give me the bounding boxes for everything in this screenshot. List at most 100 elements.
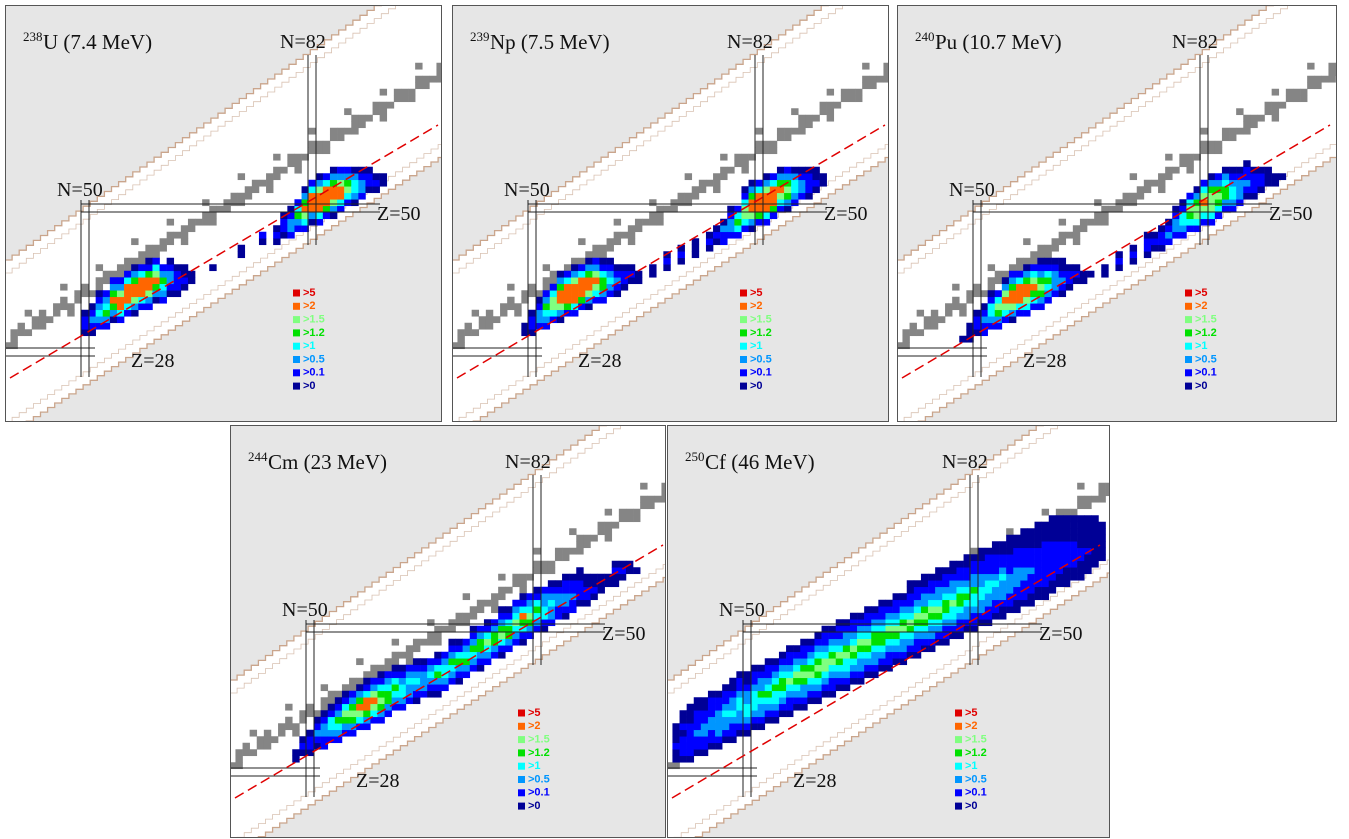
yield-cell xyxy=(814,697,822,705)
yield-cell xyxy=(693,716,702,724)
yield-cell xyxy=(987,290,996,298)
yield-cell xyxy=(999,547,1007,555)
panel: 240 Pu (10.7 MeV) N=82N=50Z=50Z=28>5>2>1.5… xyxy=(897,5,1337,422)
yield-cell xyxy=(828,664,837,672)
yield-cell xyxy=(547,612,556,620)
yield-cell xyxy=(1172,231,1180,239)
yield-cell xyxy=(991,612,1000,620)
yield-cell xyxy=(793,677,801,685)
yield-cell xyxy=(1207,218,1216,226)
yield-cell xyxy=(1179,225,1187,233)
yield-cell xyxy=(1041,560,1050,568)
panel-mass: 239 xyxy=(470,29,490,44)
yield-cell xyxy=(679,710,687,718)
yield-cell xyxy=(287,212,295,220)
yield-cell xyxy=(131,303,139,311)
legend-label: >5 xyxy=(303,287,316,299)
yield-cell xyxy=(793,690,801,698)
yield-cell xyxy=(1271,173,1280,181)
yield-cell xyxy=(1271,179,1280,187)
yield-cell xyxy=(606,277,614,285)
stable-nucleus xyxy=(393,95,402,103)
yield-cell xyxy=(554,580,563,588)
legend-swatch xyxy=(1185,342,1192,350)
yield-cell xyxy=(784,186,792,194)
yield-cell xyxy=(1200,179,1209,187)
yield-cell xyxy=(748,218,756,226)
yield-cell xyxy=(970,580,979,588)
yield-cell xyxy=(109,309,118,317)
yield-cell xyxy=(563,270,572,278)
yield-cell xyxy=(124,296,132,304)
yield-cell xyxy=(715,703,723,711)
yield-cell xyxy=(571,264,579,272)
yield-cell xyxy=(173,277,182,285)
yield-cell xyxy=(1058,283,1067,291)
yield-cell xyxy=(798,179,806,187)
yield-cell xyxy=(956,580,964,588)
yield-cell xyxy=(571,303,579,311)
yield-cell xyxy=(576,567,584,575)
yield-cell xyxy=(1051,270,1059,278)
yield-cell xyxy=(906,645,915,653)
stable-nucleus xyxy=(507,283,515,291)
yield-cell xyxy=(606,290,614,298)
yield-cell xyxy=(771,690,780,698)
yield-cell xyxy=(611,560,620,568)
stable-nucleus xyxy=(420,638,428,646)
yield-cell xyxy=(748,199,756,207)
legend-label: >1 xyxy=(528,760,541,772)
legend-label: >0.1 xyxy=(1195,367,1217,379)
yield-cell xyxy=(892,593,900,601)
yield-cell xyxy=(491,645,499,653)
yield-cell xyxy=(1129,257,1138,265)
yield-cell xyxy=(892,612,900,620)
legend-swatch xyxy=(518,736,525,744)
yield-cell xyxy=(469,632,478,640)
stable-nucleus xyxy=(578,257,586,265)
stable-nucleus xyxy=(363,671,371,679)
panel: 238 U (7.4 MeV) N=82N=50Z=50Z=28>5>2>1.5>1… xyxy=(5,5,442,422)
yield-cell xyxy=(363,703,371,711)
yield-cell xyxy=(1027,567,1035,575)
yield-cell xyxy=(287,231,295,239)
yield-cell xyxy=(741,199,749,207)
yield-cell xyxy=(349,716,357,724)
yield-cell xyxy=(372,173,380,181)
yield-cell xyxy=(1008,283,1017,291)
yield-cell xyxy=(341,716,350,724)
yield-cell xyxy=(1034,541,1042,549)
yield-cell xyxy=(949,560,957,568)
stable-nucleus xyxy=(138,251,146,259)
stable-nucleus xyxy=(195,218,203,226)
yield-cell xyxy=(1150,244,1159,252)
yield-cell xyxy=(857,651,865,659)
yield-cell xyxy=(672,749,680,757)
yield-cell xyxy=(88,309,96,317)
yield-cell xyxy=(337,173,345,181)
yield-cell xyxy=(956,586,964,594)
yield-cell xyxy=(556,283,565,291)
yield-cell xyxy=(519,638,527,646)
yield-cell xyxy=(736,716,744,724)
yield-cell xyxy=(835,625,844,633)
yield-cell xyxy=(1044,290,1052,298)
yield-cell xyxy=(476,632,485,640)
yield-cell xyxy=(287,205,295,213)
stable-nucleus xyxy=(1307,75,1315,83)
yield-cell xyxy=(1006,560,1014,568)
yield-cell xyxy=(743,729,751,737)
yield-cell xyxy=(585,257,593,265)
yield-cell xyxy=(356,684,364,692)
yield-cell xyxy=(899,632,908,640)
stable-nucleus xyxy=(1236,127,1244,135)
stable-nucleus xyxy=(769,147,778,155)
yield-cell xyxy=(512,638,520,646)
legend-label: >0.1 xyxy=(965,787,987,799)
magic-label: Z=50 xyxy=(1269,203,1313,225)
yield-cell xyxy=(391,697,400,705)
yield-cell xyxy=(686,716,695,724)
yield-cell xyxy=(700,749,709,757)
stable-nucleus xyxy=(299,710,307,718)
yield-cell xyxy=(750,664,758,672)
